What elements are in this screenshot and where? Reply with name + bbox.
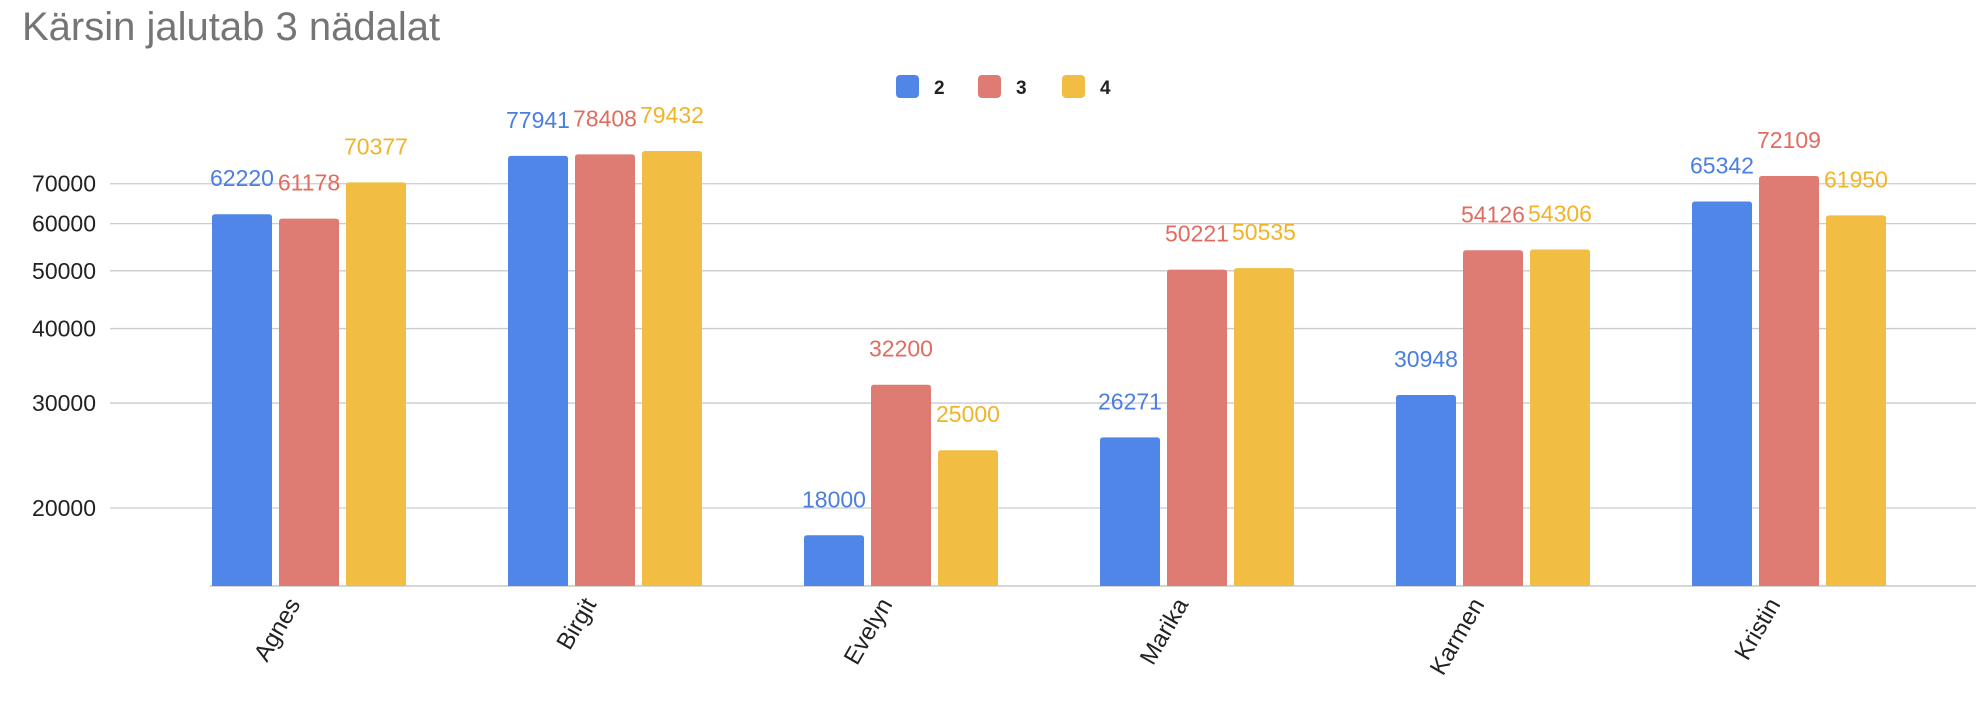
y-axis: 20000 30000 40000 50000 60000 70000	[32, 171, 96, 521]
data-label: 26271	[1098, 388, 1162, 414]
legend-item-4[interactable]: 4	[1062, 75, 1111, 99]
data-label: 30948	[1394, 346, 1458, 372]
data-label: 54126	[1461, 201, 1525, 227]
data-label: 77941	[506, 107, 570, 133]
y-tick-label: 50000	[32, 258, 96, 284]
bar-evelyn-series-2[interactable]	[804, 535, 864, 586]
data-label: 70377	[344, 133, 408, 159]
bar-karmen-series-3[interactable]	[1463, 250, 1523, 586]
bar-evelyn-series-3[interactable]	[871, 384, 931, 586]
bar-karmen-series-4[interactable]	[1530, 249, 1590, 586]
data-label: 65342	[1690, 153, 1754, 179]
bar-agnes-series-2[interactable]	[212, 214, 272, 586]
x-tick-label: Agnes	[249, 594, 306, 666]
bar-birgit-series-3[interactable]	[575, 154, 635, 586]
legend-item-2[interactable]: 2	[896, 75, 945, 99]
legend[interactable]: 2 3 4	[896, 75, 1111, 99]
x-tick-label: Birgit	[551, 593, 602, 654]
y-tick-label: 70000	[32, 171, 96, 197]
bar-karmen-series-2[interactable]	[1396, 394, 1456, 586]
bar-marika-series-3[interactable]	[1167, 269, 1227, 586]
data-label: 25000	[936, 401, 1000, 427]
chart-title: Kärsin jalutab 3 nädalat	[22, 5, 440, 49]
bar-kristin-series-4[interactable]	[1826, 215, 1886, 587]
bar-evelyn-series-4[interactable]	[938, 450, 998, 586]
legend-label: 3	[1016, 78, 1027, 99]
bar-birgit-series-2[interactable]	[508, 155, 568, 586]
legend-swatch	[1062, 75, 1085, 98]
y-tick-label: 40000	[32, 316, 96, 342]
bar-kristin-series-2[interactable]	[1692, 201, 1752, 586]
data-label: 79432	[640, 102, 704, 128]
bar-kristin-series-3[interactable]	[1759, 176, 1819, 586]
data-label: 50221	[1165, 221, 1229, 247]
x-axis: Agnes Birgit Evelyn Marika Karmen Kristin	[249, 593, 1786, 680]
x-tick-label: Karmen	[1425, 594, 1490, 680]
data-label: 54306	[1528, 200, 1592, 226]
bar-marika-series-4[interactable]	[1234, 268, 1294, 586]
data-label: 72109	[1757, 127, 1821, 153]
bar-agnes-series-3[interactable]	[279, 218, 339, 586]
y-tick-label: 30000	[32, 390, 96, 416]
bar-marika-series-2[interactable]	[1100, 437, 1160, 586]
data-label: 61950	[1824, 166, 1888, 192]
data-label: 50535	[1232, 219, 1296, 245]
bars	[212, 151, 1886, 587]
bar-birgit-series-4[interactable]	[642, 151, 702, 587]
x-tick-label: Marika	[1135, 593, 1195, 669]
x-tick-label: Evelyn	[839, 594, 898, 670]
legend-label: 2	[934, 78, 945, 99]
x-tick-label: Kristin	[1729, 594, 1786, 665]
data-label: 32200	[869, 336, 933, 362]
y-tick-label: 20000	[32, 495, 96, 521]
legend-swatch	[978, 75, 1001, 98]
legend-label: 4	[1100, 78, 1111, 99]
data-label: 62220	[210, 165, 274, 191]
legend-item-3[interactable]: 3	[978, 75, 1027, 99]
bar-agnes-series-4[interactable]	[346, 182, 406, 586]
data-label: 61178	[278, 170, 340, 196]
data-label: 78408	[573, 105, 637, 131]
y-tick-label: 60000	[32, 211, 96, 237]
gridlines	[110, 183, 1976, 587]
legend-swatch	[896, 75, 919, 98]
data-label: 18000	[802, 486, 866, 512]
